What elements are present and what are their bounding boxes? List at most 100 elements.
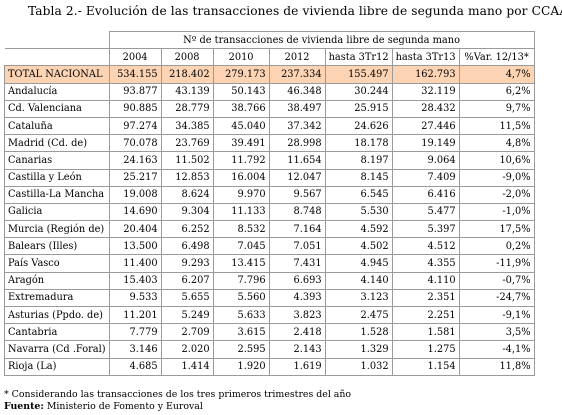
column-header: hasta 3Tr13 [391,48,460,67]
region-cell: 27.446 [391,116,460,136]
region-cell: 9.064 [391,151,460,170]
region-cell: 6,2% [458,82,535,101]
region-cell: 90.885 [108,99,162,118]
table-title: Tabla 2.- Evolución de las transacciones… [28,4,562,18]
region-cell: 2.351 [391,288,460,308]
region-label: Murcia (Región de) [4,220,110,239]
region-cell: 3.146 [108,340,162,359]
region-cell: 8.532 [212,220,270,239]
transactions-table: Nº de transacciones de vivienda libre de… [4,30,535,376]
region-cell: 2.020 [160,340,214,359]
region-cell: 2.143 [268,340,326,359]
region-cell: 6.693 [268,271,326,290]
region-cell: 9.970 [212,185,270,204]
region-cell: 11.502 [160,151,214,170]
region-label: Rioja (La) [4,357,110,376]
region-cell: 9.533 [108,288,162,308]
region-cell: 1.154 [391,357,460,376]
region-cell: 11.133 [212,202,270,222]
region-cell: 39.491 [212,134,270,153]
region-cell: 7.164 [268,220,326,239]
region-cell: 3.123 [324,288,393,308]
region-label: Cantabria [4,323,110,342]
region-cell: 7.409 [391,168,460,187]
region-cell: 38.766 [212,99,270,118]
region-label: Castilla-La Mancha [4,185,110,204]
region-cell: 93.877 [108,82,162,101]
region-cell: 4.945 [324,254,393,273]
region-label: Madrid (Cd. de) [4,134,110,153]
region-cell: 24.163 [108,151,162,170]
region-row: Castilla y León 25.217 12.853 16.004 12.047 8… [4,168,535,187]
region-cell: 6.416 [391,185,460,204]
region-cell: 43.139 [160,82,214,101]
region-cell: 14.690 [108,202,162,222]
region-cell: 4.512 [391,237,460,256]
total-label: TOTAL NACIONAL [4,65,110,84]
region-cell: 1.032 [324,357,393,376]
region-cell: 2.475 [324,305,393,325]
region-cell: 9,7% [458,99,535,118]
region-cell: 5.249 [160,305,214,325]
region-cell: -1,0% [458,202,535,222]
region-cell: 7.431 [268,254,326,273]
region-cell: 11.400 [108,254,162,273]
region-cell: 6.207 [160,271,214,290]
total-cell: 237.334 [268,65,326,84]
region-cell: 3.823 [268,305,326,325]
total-row: TOTAL NACIONAL 534.155 218.402 279.173 2… [4,65,535,84]
region-cell: 1.619 [268,357,326,376]
region-label: Asturias (Ppdo. de) [4,305,110,325]
region-cell: 13.500 [108,237,162,256]
region-cell: 1.920 [212,357,270,376]
group-header-row: Nº de transacciones de vivienda libre de… [4,30,535,50]
region-cell: -9,0% [458,168,535,187]
region-cell: -11,9% [458,254,535,273]
column-header: %Var. 12/13* [458,48,535,67]
column-header: 2008 [160,48,214,67]
region-label: Balears (Illes) [4,237,110,256]
region-cell: 19.149 [391,134,460,153]
region-row: Extremadura 9.533 5.655 5.560 4.393 3.123 2.35… [4,288,535,308]
column-header-row: 2004 2008 2010 2012 hasta 3Tr12 hasta 3T… [4,48,535,67]
region-cell: 5.530 [324,202,393,222]
column-header: hasta 3Tr12 [324,48,393,67]
region-cell: 11.654 [268,151,326,170]
region-cell: 20.404 [108,220,162,239]
region-row: Cd. Valenciana 90.885 28.779 38.766 38.497 25… [4,99,535,118]
total-cell: 218.402 [160,65,214,84]
total-cell: 4,7% [458,65,535,84]
region-row: Navarra (Cd .Foral) 3.146 2.020 2.595 2.143 1… [4,340,535,359]
region-cell: 1.414 [160,357,214,376]
region-cell: 25.217 [108,168,162,187]
region-cell: 37.342 [268,116,326,136]
total-cell: 155.497 [324,65,393,84]
region-cell: 1.528 [324,323,393,342]
region-cell: 2.595 [212,340,270,359]
total-cell: 534.155 [108,65,162,84]
region-cell: 38.497 [268,99,326,118]
region-cell: 17,5% [458,220,535,239]
region-cell: 12.853 [160,168,214,187]
region-cell: 1.329 [324,340,393,359]
region-cell: 18.178 [324,134,393,153]
region-cell: 24.626 [324,116,393,136]
region-cell: 11.201 [108,305,162,325]
header-blank-cell [4,31,110,50]
region-cell: 4,8% [458,134,535,153]
region-cell: 4.592 [324,220,393,239]
region-cell: 11.792 [212,151,270,170]
region-cell: -24,7% [458,288,535,308]
region-cell: 5.477 [391,202,460,222]
region-cell: 4.393 [268,288,326,308]
region-label: Aragón [4,271,110,290]
region-cell: 7.045 [212,237,270,256]
region-cell: -0,7% [458,271,535,290]
region-label: Cataluña [4,116,110,136]
region-cell: 8.145 [324,168,393,187]
region-cell: 6.252 [160,220,214,239]
footnote: * Considerando las transacciones de los … [4,389,352,400]
region-cell: 8.197 [324,151,393,170]
region-cell: 16.004 [212,168,270,187]
region-label: Andalucía [4,82,110,101]
